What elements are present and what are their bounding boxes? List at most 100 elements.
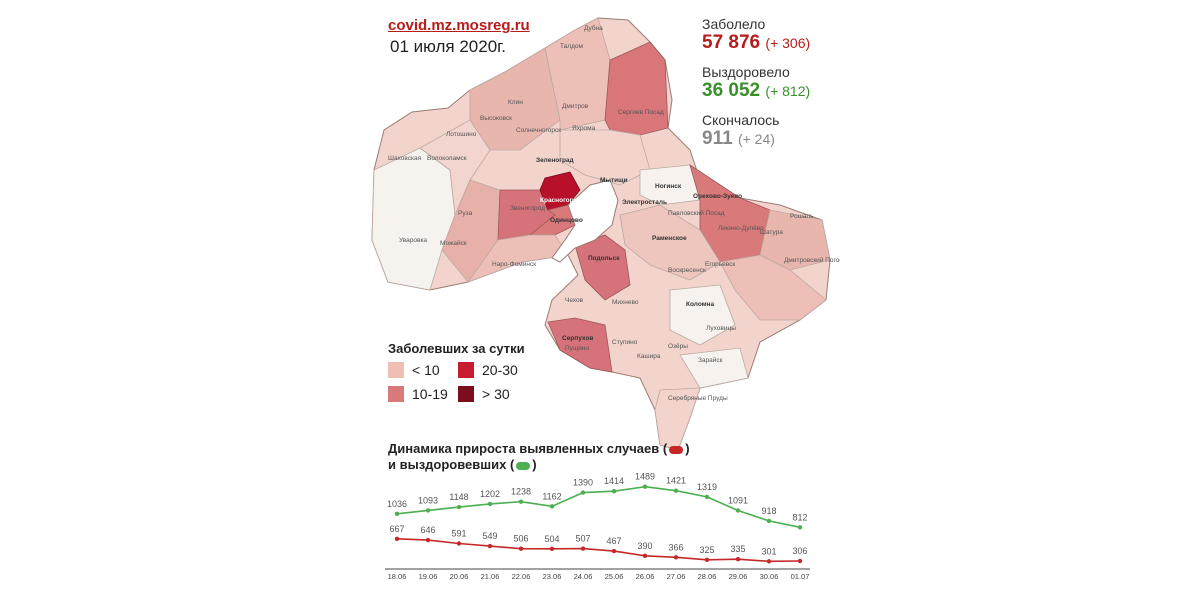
x-tick-label: 23.06 xyxy=(543,572,562,581)
infected-point xyxy=(394,536,400,541)
city-label: Ногинск xyxy=(655,183,682,190)
recovered-point xyxy=(611,489,617,494)
city-label: Яхрома xyxy=(572,125,596,132)
city-label: Талдом xyxy=(560,43,583,50)
region-podolsk xyxy=(574,234,631,301)
city-label: Дмитровский Погост xyxy=(784,256,840,264)
city-label: Мытищи xyxy=(600,177,628,184)
infected-point xyxy=(580,546,586,551)
infected-point xyxy=(704,557,710,562)
city-label: Волоколамск xyxy=(427,155,467,162)
city-label: Можайск xyxy=(440,239,467,247)
legend-swatch xyxy=(458,386,474,402)
legend-item: 20-30 xyxy=(458,362,518,378)
stat-died-delta: (+ 24) xyxy=(737,131,775,147)
x-tick-label: 18.06 xyxy=(388,572,407,581)
legend-item: > 30 xyxy=(458,386,510,402)
stat-infected: Заболело 57 876 (+ 306) xyxy=(702,16,810,54)
infected-value-label: 667 xyxy=(389,524,404,534)
dynamics-title-text: Динамика прироста выявленных случаев ( xyxy=(388,441,668,456)
legend-item: 10-19 xyxy=(388,386,448,402)
stat-died-value: 911 xyxy=(702,128,733,149)
recovered-point xyxy=(735,508,741,513)
infected-point xyxy=(766,559,772,564)
recovered-line xyxy=(396,485,801,529)
infected-value-label: 646 xyxy=(420,525,435,535)
recovered-point xyxy=(518,499,524,504)
city-label: Кашира xyxy=(637,353,661,360)
infected-point xyxy=(797,558,803,564)
recovered-point xyxy=(797,525,803,530)
city-label: Электросталь xyxy=(622,199,667,206)
x-tick-label: 01.07 xyxy=(791,572,810,581)
recovered-point xyxy=(642,484,648,489)
infected-point xyxy=(549,546,555,551)
recovered-value-label: 1202 xyxy=(480,489,500,499)
infected-line xyxy=(396,538,801,563)
city-labels: Дубна Талдом Дмитров Сергиев Посад Клин … xyxy=(388,24,840,402)
site-link[interactable]: covid.mz.mosreg.ru xyxy=(388,17,530,34)
stat-recovered-label: Выздоровело xyxy=(702,64,790,80)
x-tick-label: 22.06 xyxy=(512,572,531,581)
infected-value-label: 549 xyxy=(482,531,497,541)
stat-recovered-value: 36 052 xyxy=(702,80,761,101)
city-label: Клин xyxy=(508,99,523,106)
infected-point xyxy=(518,546,524,551)
region-pushkino xyxy=(559,129,651,186)
city-label: Звенигород xyxy=(510,205,545,212)
city-label: Рошаль xyxy=(790,213,814,220)
recovered-point xyxy=(704,494,710,500)
city-label: Раменское xyxy=(652,235,687,242)
city-label: Высоковск xyxy=(480,115,512,122)
infected-point xyxy=(642,553,648,558)
recovered-value-label: 1093 xyxy=(418,495,438,505)
infected-value-label: 506 xyxy=(513,534,528,544)
recovered-value-label: 812 xyxy=(792,512,807,522)
city-label: Сергиев Посад xyxy=(618,109,664,116)
city-label: Павловский Посад xyxy=(668,209,725,217)
city-label: Уваровка xyxy=(399,237,427,244)
recovered-point xyxy=(766,518,772,524)
stat-infected-delta: (+ 306) xyxy=(765,35,811,51)
city-label: Лотошино xyxy=(446,131,477,138)
green-series-icon xyxy=(516,461,531,470)
x-tick-label: 29.06 xyxy=(729,572,748,581)
recovered-point xyxy=(456,504,462,510)
city-label: Красногорск xyxy=(540,197,581,204)
city-label: Коломна xyxy=(686,301,714,308)
infected-value-label: 301 xyxy=(761,546,776,556)
stat-infected-label: Заболело xyxy=(702,16,766,32)
x-tick-label: 19.06 xyxy=(419,572,438,581)
region-noginsk xyxy=(639,164,701,206)
city-label: Серебряные Пруды xyxy=(668,394,728,402)
stat-died: Скончалось 911 (+ 24) xyxy=(702,112,779,150)
region-sergiev-posad xyxy=(604,41,669,136)
infected-value-label: 507 xyxy=(575,534,590,544)
stat-infected-row: 57 876 (+ 306) xyxy=(702,32,810,54)
dynamics-title-close: ) xyxy=(685,441,690,456)
infected-value-label: 335 xyxy=(730,544,745,554)
infected-value-label: 366 xyxy=(668,542,683,552)
city-label: Одинцово xyxy=(550,217,583,224)
infected-value-label: 390 xyxy=(637,541,652,551)
region-klin xyxy=(469,47,561,151)
x-tick-label: 26.06 xyxy=(636,572,655,581)
stat-recovered-delta: (+ 812) xyxy=(765,83,811,99)
infected-point xyxy=(673,555,679,560)
infected-point xyxy=(425,537,431,543)
dynamics-title-line2: и выздоровевших () xyxy=(388,457,690,473)
region-map: Дубна Талдом Дмитров Сергиев Посад Клин … xyxy=(371,17,840,451)
recovered-value-label: 1238 xyxy=(511,487,531,497)
city-label: Руза xyxy=(458,210,473,217)
stat-died-row: 911 (+ 24) xyxy=(702,128,779,150)
region-ramenskoe xyxy=(619,204,721,281)
city-label: Михнево xyxy=(612,299,639,306)
city-label: Пущино xyxy=(565,345,589,352)
x-tick-label: 28.06 xyxy=(698,572,717,581)
region-shatura xyxy=(759,209,831,271)
stat-recovered: Выздоровело 36 052 (+ 812) xyxy=(702,64,810,102)
infected-point xyxy=(487,543,493,549)
recovered-value-label: 1414 xyxy=(604,476,624,486)
infected-point xyxy=(611,548,617,554)
city-label: Солнечногорск xyxy=(516,127,561,134)
